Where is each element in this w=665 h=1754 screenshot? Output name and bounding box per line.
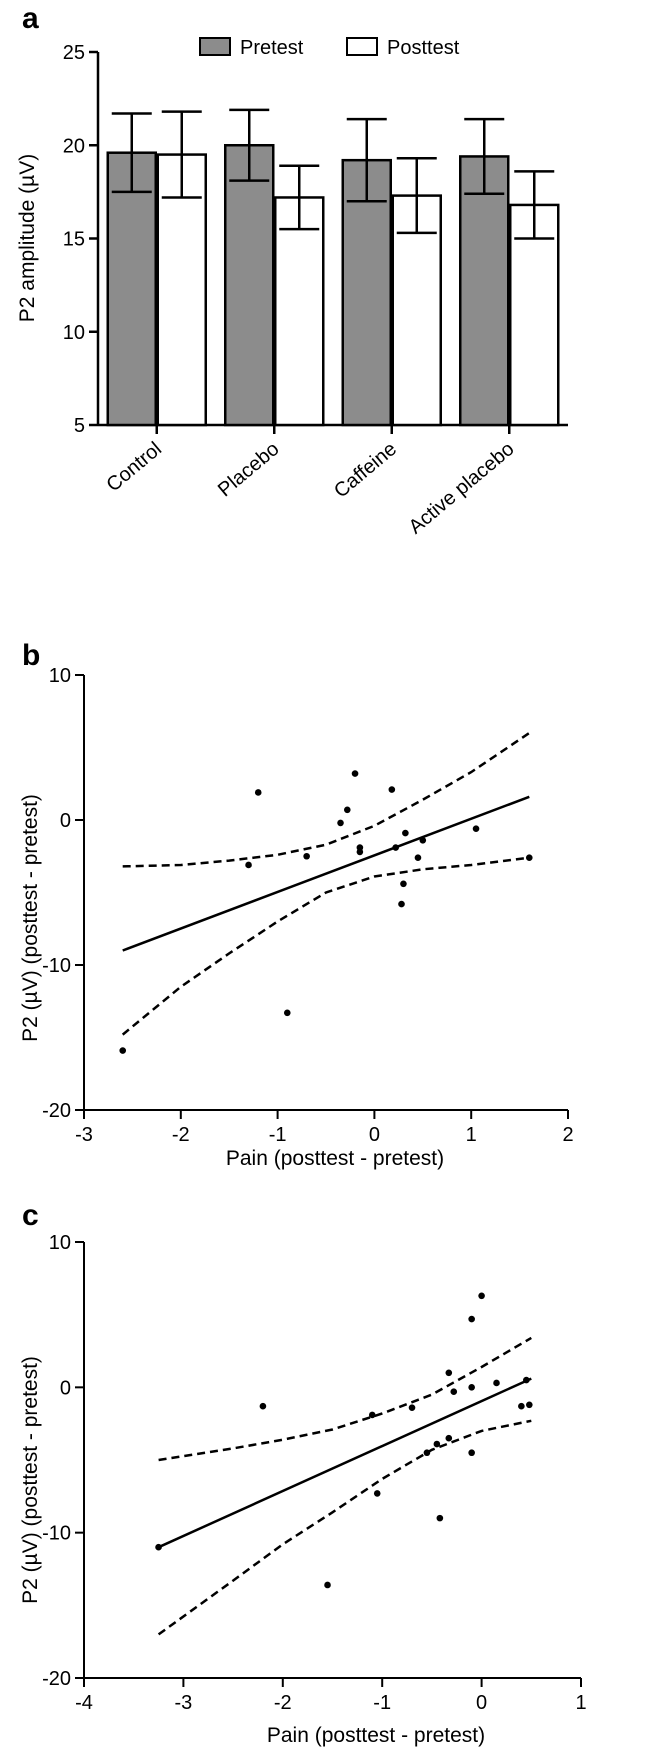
x-tick-label: Control — [102, 438, 166, 496]
data-point — [445, 1369, 453, 1377]
data-point — [368, 1411, 376, 1419]
ci-lower-curve — [157, 1419, 532, 1636]
panel-c: c P2 (µV) (posttest - pretest) Pain (pos… — [0, 1190, 665, 1754]
panel-letter: b — [22, 639, 40, 672]
ci-upper-curve — [158, 1336, 532, 1462]
data-point — [373, 1490, 381, 1497]
legend-swatch — [346, 37, 378, 56]
data-point — [472, 825, 480, 832]
y-tick-label: 0 — [60, 1377, 71, 1399]
x-tick-label: Caffeine — [330, 438, 401, 503]
panel-letter: a — [22, 2, 39, 35]
regression-line — [158, 1377, 532, 1549]
x-tick-label: -2 — [172, 1124, 190, 1146]
data-point — [436, 1514, 444, 1522]
panel-b: b P2 (µV) (posttest - pretest) Pain (pos… — [0, 625, 665, 1190]
x-tick-label: 2 — [562, 1124, 573, 1146]
x-tick-label: 1 — [575, 1692, 586, 1714]
legend-swatch — [199, 37, 231, 56]
data-point — [392, 844, 399, 851]
x-axis-label: Pain (posttest - pretest) — [267, 1724, 485, 1747]
legend-label: Posttest — [387, 37, 460, 59]
data-point — [337, 819, 344, 827]
data-point — [402, 829, 409, 837]
y-axis-label: P2 amplitude (µV) — [16, 154, 39, 323]
data-point — [423, 1449, 431, 1457]
data-point — [400, 880, 407, 888]
y-tick-label: -10 — [42, 955, 71, 977]
data-point — [119, 1047, 127, 1054]
bar — [341, 158, 392, 427]
scatter-chart: b P2 (µV) (posttest - pretest) Pain (pos… — [19, 639, 574, 1170]
data-point — [525, 854, 533, 861]
bar-chart: a P2 amplitude (µV) 5 10 15 20 25 Control Plac… — [16, 2, 568, 538]
data-point — [468, 1384, 475, 1391]
data-point — [388, 786, 396, 793]
scatter-chart: c P2 (µV) (posttest - pretest) Pain (pos… — [19, 1199, 587, 1747]
data-point — [303, 852, 310, 860]
y-tick-label: 0 — [60, 810, 71, 832]
y-tick-label: -20 — [42, 1100, 71, 1122]
data-point — [450, 1388, 458, 1395]
data-point — [414, 854, 422, 861]
x-tick-label: -3 — [75, 1124, 93, 1146]
x-tick-label: -4 — [75, 1692, 93, 1714]
x-tick-label: 1 — [466, 1124, 477, 1146]
legend-label: Pretest — [240, 37, 304, 59]
data-point — [526, 1401, 533, 1409]
data-point — [398, 900, 405, 908]
x-tick-label: -3 — [175, 1692, 193, 1714]
y-axis-label: P2 (µV) (posttest - pretest) — [19, 794, 42, 1042]
panel-letter: c — [22, 1199, 39, 1232]
data-point — [419, 837, 427, 844]
data-point — [518, 1402, 525, 1410]
data-point — [351, 770, 359, 777]
data-point — [356, 848, 364, 856]
x-tick-label: -1 — [269, 1124, 287, 1146]
y-tick-label: 25 — [63, 42, 85, 64]
data-point — [324, 1581, 331, 1589]
regression-line — [122, 795, 530, 952]
y-tick-label: 15 — [63, 229, 85, 251]
data-point — [408, 1404, 416, 1411]
ci-lower-curve — [121, 856, 530, 1036]
y-tick-label: 10 — [49, 665, 71, 687]
x-axis-label: Pain (posttest - pretest) — [226, 1147, 444, 1170]
x-tick-label: -2 — [274, 1692, 292, 1714]
data-point — [468, 1315, 475, 1323]
data-point — [343, 806, 351, 814]
data-point — [478, 1292, 485, 1300]
bar — [106, 151, 157, 427]
data-point — [155, 1543, 162, 1551]
x-tick-label: Active placebo — [405, 438, 519, 538]
ci-upper-curve — [122, 731, 530, 868]
data-point — [245, 861, 252, 869]
bar — [274, 196, 325, 427]
data-point — [259, 1402, 267, 1410]
bar — [459, 155, 510, 427]
data-point — [254, 789, 262, 796]
x-tick-label: 0 — [369, 1124, 380, 1146]
bar — [509, 203, 560, 427]
data-point — [493, 1379, 500, 1387]
data-point — [445, 1434, 453, 1442]
panel-a: a P2 amplitude (µV) 5 10 15 20 25 Control Plac… — [0, 0, 665, 625]
y-axis-label: P2 (µV) (posttest - pretest) — [19, 1356, 42, 1604]
bar — [224, 144, 275, 427]
y-tick-label: 10 — [63, 322, 85, 344]
x-tick-label: -1 — [373, 1692, 391, 1714]
x-tick-label: Placebo — [214, 438, 284, 501]
y-tick-label: -20 — [42, 1668, 71, 1690]
x-tick-label: 0 — [476, 1692, 487, 1714]
y-tick-label: 10 — [49, 1232, 71, 1254]
data-point — [468, 1449, 475, 1457]
y-tick-label: -10 — [42, 1523, 71, 1545]
data-point — [283, 1009, 291, 1017]
data-point — [523, 1376, 530, 1384]
y-tick-label: 5 — [74, 415, 85, 437]
y-tick-label: 20 — [63, 135, 85, 157]
data-point — [433, 1440, 441, 1448]
